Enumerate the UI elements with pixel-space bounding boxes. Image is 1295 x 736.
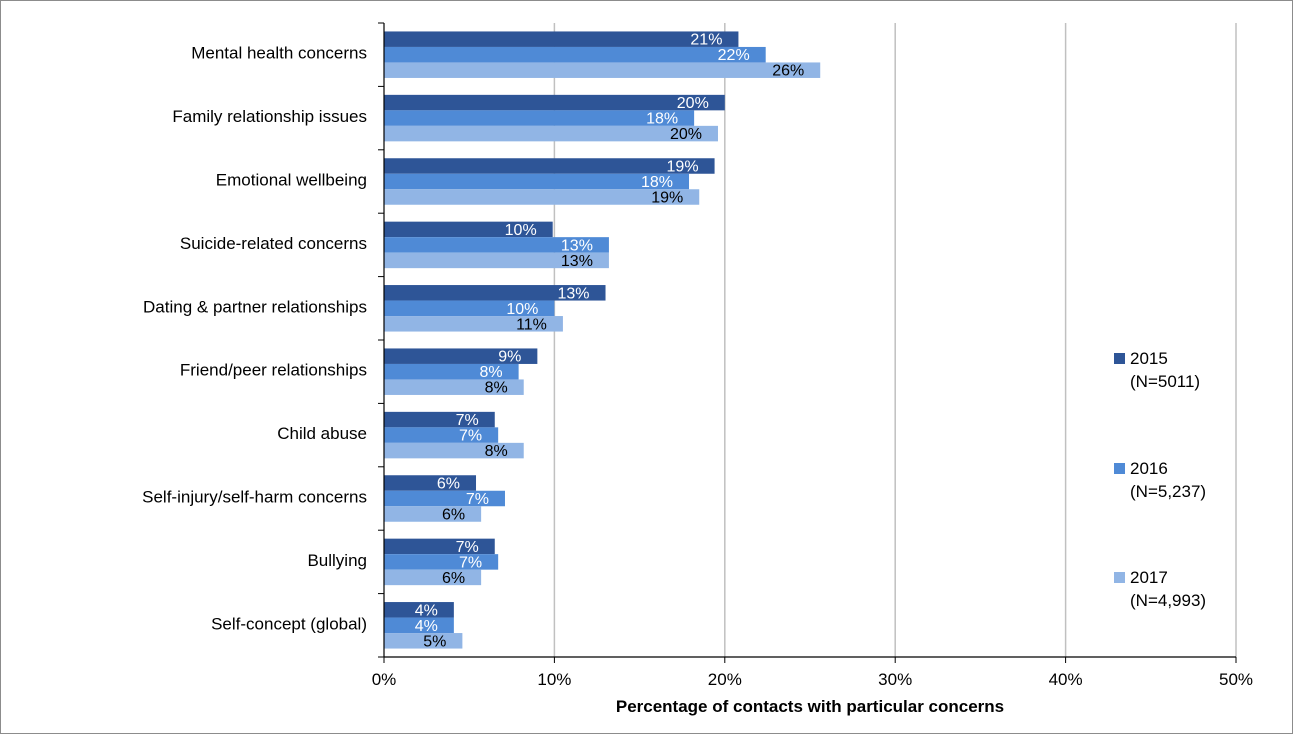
data-label-2015-6: 7% [456,412,479,429]
data-label-2015-5: 9% [498,349,521,366]
data-label-2016-7: 7% [466,491,489,508]
bar-2016-6 [384,427,499,443]
bar-2015-2 [384,158,715,174]
x-axis-title: Percentage of contacts with particular c… [616,697,1004,716]
bar-2017-4 [384,316,563,332]
grid-lines [553,23,1237,657]
category-label: Self-concept (global) [211,614,367,633]
bar-2017-0 [384,62,821,78]
x-tick-label: 40% [1049,670,1083,689]
data-label-2016-3: 13% [561,237,593,254]
bar-2015-4 [384,285,606,301]
data-label-2017-1: 20% [670,126,702,143]
data-label-2017-0: 26% [772,63,804,80]
bar-2017-6 [384,442,524,459]
data-label-2015-9: 4% [415,602,438,619]
bar-2017-7 [384,506,482,522]
legend-sublabel-2015: (N=5011) [1130,372,1200,391]
data-label-2016-6: 7% [459,428,482,445]
bar-2017-1 [384,125,718,142]
bar-2015-9 [384,602,454,618]
bar-2015-7 [384,475,477,491]
legend: 2015 (N=5011) 2016 (N=5,237) 2017 (N=4,993) [1114,349,1206,610]
bars [384,31,821,649]
data-label-2017-3: 13% [561,253,593,270]
data-label-2015-1: 20% [677,95,709,112]
bar-2016-5 [384,363,519,380]
data-label-2015-4: 13% [557,285,589,302]
data-label-2017-6: 8% [485,443,508,460]
data-labels: 21%22%26%20%18%20%19%18%19%10%13%13%13%1… [415,32,804,651]
bar-2017-2 [384,189,700,205]
category-label: Self-injury/self-harm concerns [142,488,367,507]
legend-sublabel-2017: (N=4,993) [1130,591,1206,610]
data-label-2016-8: 7% [459,554,482,571]
bar-2016-4 [384,300,555,317]
data-label-2017-8: 6% [442,570,465,587]
data-label-2015-2: 19% [667,159,699,176]
data-label-2016-4: 10% [506,301,538,318]
bar-2015-3 [384,221,553,238]
data-label-2015-0: 21% [690,32,722,49]
bar-2015-0 [384,31,739,47]
legend-label-2016: 2016 [1130,459,1168,478]
x-tick-label: 20% [708,670,742,689]
bar-2016-8 [384,554,499,570]
category-label: Mental health concerns [191,44,367,63]
category-label: Emotional wellbeing [216,171,367,190]
bar-2016-0 [384,46,766,63]
data-label-2017-2: 19% [651,190,683,207]
legend-swatch-2016 [1114,463,1125,474]
bar-2016-3 [384,237,609,253]
bar-2015-1 [384,94,725,111]
category-label: Friend/peer relationships [180,361,367,380]
x-tick-label: 50% [1219,670,1253,689]
bar-2015-6 [384,411,495,428]
category-label: Suicide-related concerns [180,234,367,253]
x-tick-label: 30% [878,670,912,689]
x-tick-label: 10% [537,670,571,689]
bar-2016-7 [384,490,505,507]
bar-2017-3 [384,252,609,269]
legend-label-2017: 2017 [1130,568,1168,587]
data-label-2015-7: 6% [437,476,460,493]
bar-2017-8 [384,569,482,586]
bar-2017-9 [384,633,463,649]
legend-swatch-2017 [1114,572,1125,583]
data-label-2016-9: 4% [415,618,438,635]
data-label-2017-7: 6% [442,507,465,524]
data-label-2016-0: 22% [718,47,750,64]
category-label: Bullying [307,551,367,570]
bar-2016-1 [384,110,695,126]
data-label-2017-9: 5% [423,633,446,650]
bar-2016-2 [384,173,690,190]
data-label-2016-1: 18% [646,111,678,128]
legend-swatch-2015 [1114,353,1125,364]
data-label-2016-2: 18% [641,174,673,191]
category-label: Dating & partner relationships [143,297,367,316]
bar-2015-5 [384,348,538,364]
bar-2017-5 [384,379,524,395]
category-label: Child abuse [277,424,367,443]
x-tick-label: 0% [372,670,397,689]
legend-label-2015: 2015 [1130,349,1168,368]
data-label-2017-5: 8% [485,380,508,397]
data-label-2017-4: 11% [516,316,547,333]
data-label-2016-5: 8% [479,364,502,381]
axes: Mental health concerns Family relationshi… [142,22,1253,716]
data-label-2015-8: 7% [456,539,479,556]
bar-2015-8 [384,538,495,555]
data-label-2015-3: 10% [505,222,537,239]
category-label: Family relationship issues [172,107,367,126]
bar-2016-9 [384,617,454,634]
legend-sublabel-2016: (N=5,237) [1130,482,1206,501]
